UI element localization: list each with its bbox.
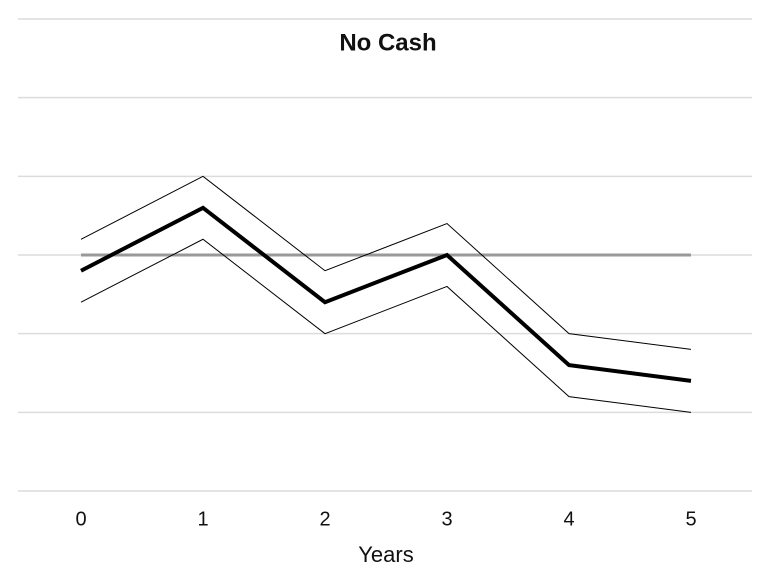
chart-title: No Cash: [339, 29, 436, 56]
x-tick-label: 5: [685, 508, 696, 530]
x-tick-label: 4: [563, 508, 574, 530]
data-line: [80, 205, 692, 383]
data-line: [80, 175, 692, 350]
data-line: [80, 238, 692, 413]
x-axis-label: Years: [358, 542, 413, 567]
x-tick-label: 3: [441, 508, 452, 530]
x-tick-label: 0: [75, 508, 86, 530]
x-tick-label: 2: [319, 508, 330, 530]
x-tick-label: 1: [197, 508, 208, 530]
